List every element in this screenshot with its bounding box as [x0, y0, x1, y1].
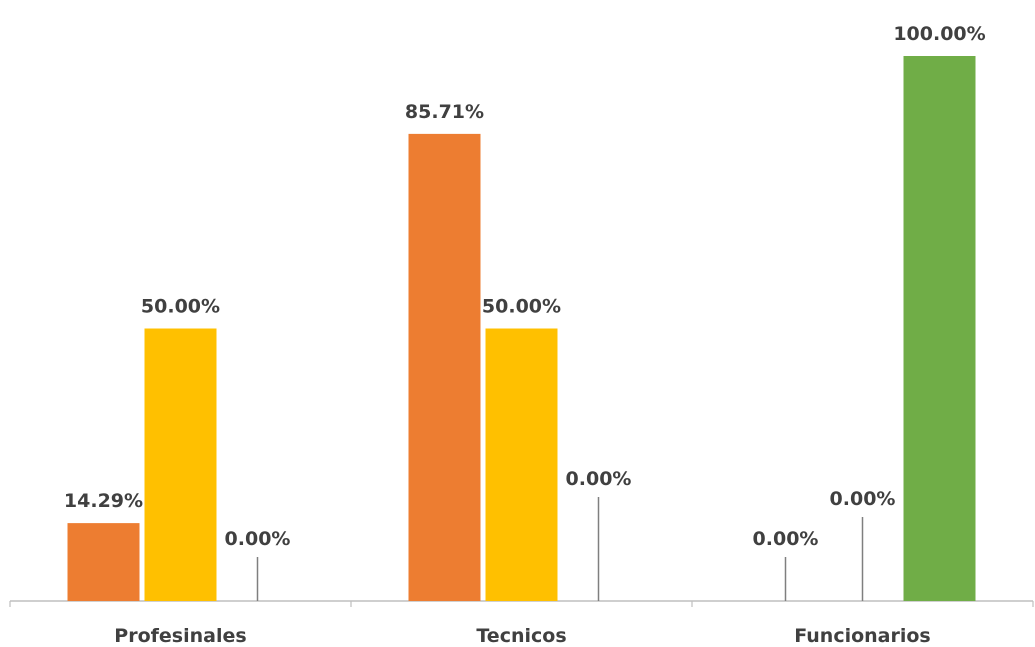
data-label: 0.00%: [830, 488, 896, 510]
bar-profesinales-series-1: [67, 523, 140, 601]
data-label: 100.00%: [893, 23, 985, 45]
bar-profesinales-series-2: [144, 328, 217, 601]
category-label-funcionarios: Funcionarios: [794, 625, 931, 647]
category-label-profesinales: Profesinales: [114, 625, 246, 647]
data-label: 50.00%: [141, 296, 220, 318]
data-label: 0.00%: [225, 528, 291, 550]
data-label: 50.00%: [482, 296, 561, 318]
data-label: 0.00%: [753, 528, 819, 550]
data-label: 0.00%: [566, 468, 632, 490]
bar-funcionarios-series-3: [903, 56, 976, 601]
bar-tecnicos-series-2: [485, 328, 558, 601]
category-label-tecnicos: Tecnicos: [476, 625, 566, 647]
bar-tecnicos-series-1: [408, 133, 481, 601]
data-label: 85.71%: [405, 101, 484, 123]
data-label: 14.29%: [64, 490, 143, 512]
